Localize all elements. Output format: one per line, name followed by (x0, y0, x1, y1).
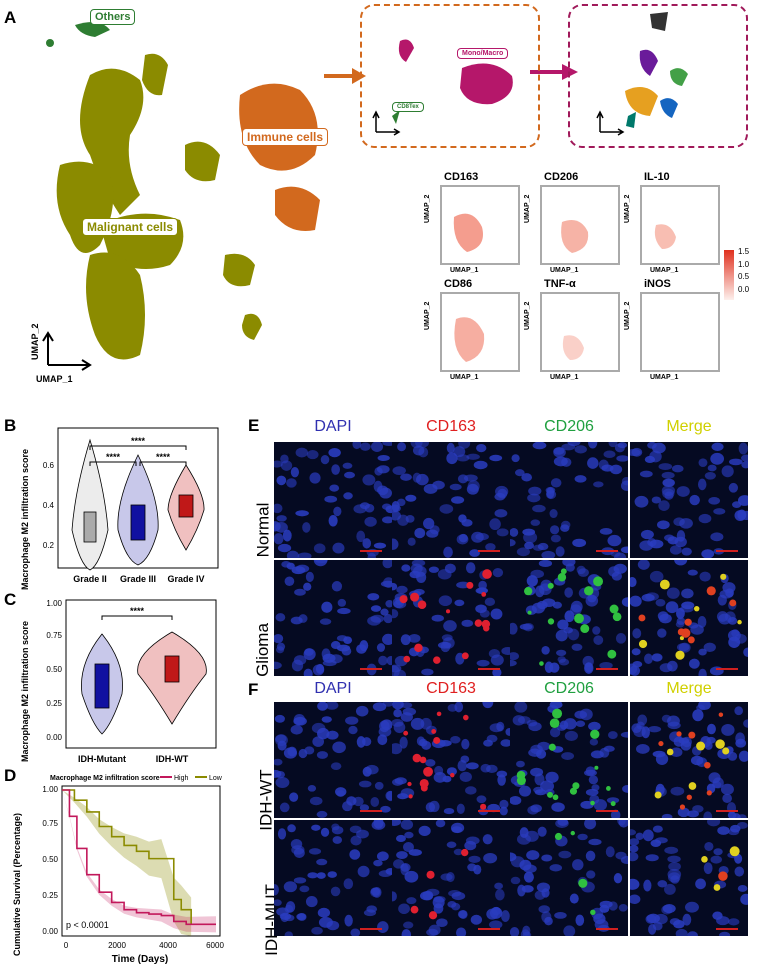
panel-letter-b: B (4, 416, 17, 435)
f-head-dapi: DAPI (314, 680, 352, 697)
svg-text:0.25: 0.25 (46, 699, 62, 708)
f-head-cd163: CD163 (426, 680, 476, 697)
e-head-cd206: CD206 (544, 418, 594, 435)
svg-text:0.2: 0.2 (43, 541, 55, 550)
micro-e-normal-merge (630, 442, 748, 558)
svg-text:2000: 2000 (108, 941, 126, 950)
flow-arrows (324, 64, 578, 84)
micro-e-glioma-cd206 (510, 560, 628, 676)
b-ylabel: Macrophage M2 infiltration score (20, 449, 30, 590)
e-row-normal: Normal (253, 502, 273, 558)
svg-text:4000: 4000 (159, 941, 177, 950)
svg-text:p < 0.0001: p < 0.0001 (66, 920, 109, 930)
micro-e-normal-dapi (274, 442, 392, 558)
svg-text:****: **** (156, 452, 171, 462)
feature-plot-inos: iNOS UMAP_2 UMAP_1 (624, 278, 720, 382)
violin-plot-grade: Macrophage M2 infiltration score 0.2 0.4… (20, 427, 219, 590)
umap-y-label: UMAP_2 (30, 323, 40, 360)
e-row-glioma: Glioma (252, 623, 272, 677)
svg-text:IDH-WT: IDH-WT (156, 754, 189, 764)
svg-text:0.00: 0.00 (46, 733, 62, 742)
low-series-line (62, 789, 192, 925)
micro-e-glioma-merge (630, 560, 748, 676)
micro-f-wt-cd163 (392, 702, 510, 818)
feature-plot-cd163: CD163 UMAP_2 UMAP_1 (424, 171, 520, 275)
e-head-cd163: CD163 (426, 418, 476, 435)
micro-f-wt-dapi (274, 702, 392, 818)
f-head-cd206: CD206 (544, 680, 594, 697)
mono-macro-label: Mono/Macro (457, 48, 509, 59)
colorbar-ticks: 1.5 1.0 0.5 0.0 (738, 247, 750, 294)
panel-letter-c: C (4, 590, 17, 609)
svg-text:0: 0 (64, 941, 69, 950)
svg-text:Grade II: Grade II (73, 574, 107, 584)
micro-e-normal-cd206 (510, 442, 628, 558)
svg-text:Low: Low (209, 775, 223, 782)
svg-text:0.50: 0.50 (46, 665, 62, 674)
svg-text:1.00: 1.00 (42, 785, 58, 794)
cd8tex-label: CD8Tex (392, 102, 424, 112)
panel-letter-e: E (248, 416, 260, 435)
svg-text:Macrophage M2 infiltration sco: Macrophage M2 infiltration score (20, 621, 30, 762)
svg-text:6000: 6000 (206, 941, 224, 950)
immune-cluster (239, 83, 320, 231)
malignant-cluster (56, 53, 262, 360)
svg-text:IDH-Mutant: IDH-Mutant (78, 754, 126, 764)
svg-text:0.75: 0.75 (42, 819, 58, 828)
micro-f-mut-merge (630, 820, 748, 936)
svg-text:****: **** (131, 436, 146, 446)
micro-f-mut-cd206 (510, 820, 628, 936)
micro-e-glioma-dapi (274, 560, 392, 676)
svg-text:0.00: 0.00 (42, 927, 58, 936)
micro-e-glioma-cd163 (392, 560, 510, 676)
f-head-merge: Merge (666, 680, 712, 697)
panel-letter-a: A (4, 8, 17, 27)
malignant-cells-label: Malignant cells (82, 218, 179, 236)
svg-text:Cumulative Survival (Percentag: Cumulative Survival (Percentage) (12, 813, 22, 956)
svg-text:****: **** (106, 452, 121, 462)
svg-text:Grade IV: Grade IV (167, 574, 204, 584)
svg-text:0.75: 0.75 (46, 631, 62, 640)
umap-x-label: UMAP_1 (36, 374, 73, 384)
micro-f-mut-dapi (274, 820, 392, 936)
others-cluster (46, 21, 110, 47)
expression-colorbar (724, 250, 734, 300)
macrophage-subcluster-box (568, 4, 748, 148)
violin-plot-idh: Macrophage M2 infiltration score 0.00 0.… (20, 599, 217, 764)
svg-text:0.50: 0.50 (42, 855, 58, 864)
micro-f-mut-cd163 (392, 820, 510, 936)
svg-text:0.25: 0.25 (42, 891, 58, 900)
umap-main-plot (42, 21, 320, 371)
micro-e-normal-cd163 (392, 442, 510, 558)
svg-text:High: High (174, 775, 189, 782)
micro-f-wt-merge (630, 702, 748, 818)
svg-text:0.4: 0.4 (43, 501, 55, 510)
macrophage-subcluster-plot (596, 12, 688, 136)
immune-subcluster-plot (372, 39, 513, 136)
immune-subcluster-box (360, 4, 540, 148)
umap-axes-arrow (42, 331, 92, 371)
others-label: Others (90, 9, 136, 25)
feature-plot-cd86: CD86 UMAP_2 UMAP_1 (424, 278, 520, 382)
immune-cells-label: Immune cells (242, 128, 329, 146)
survival-plot: Macrophage M2 infiltration score High Lo… (12, 775, 224, 965)
feature-plot-cd206: CD206 UMAP_2 UMAP_1 (524, 171, 620, 275)
svg-text:0.6: 0.6 (43, 461, 55, 470)
svg-text:1.00: 1.00 (46, 599, 62, 608)
high-series-line (62, 789, 216, 926)
feature-plot-il10: IL-10 UMAP_2 UMAP_1 (624, 171, 720, 275)
e-head-merge: Merge (666, 418, 712, 435)
svg-text:Time (Days): Time (Days) (112, 954, 169, 965)
micro-f-wt-cd206 (510, 702, 628, 818)
e-head-dapi: DAPI (314, 418, 352, 435)
feature-plot-tnfa: TNF-α UMAP_2 UMAP_1 (524, 278, 620, 382)
svg-text:****: **** (130, 606, 145, 616)
panel-letter-f: F (248, 680, 259, 699)
svg-text:Macrophage M2 infiltration sco: Macrophage M2 infiltration score (50, 775, 160, 782)
svg-text:Grade III: Grade III (120, 574, 156, 584)
panel-letter-d: D (4, 766, 17, 785)
